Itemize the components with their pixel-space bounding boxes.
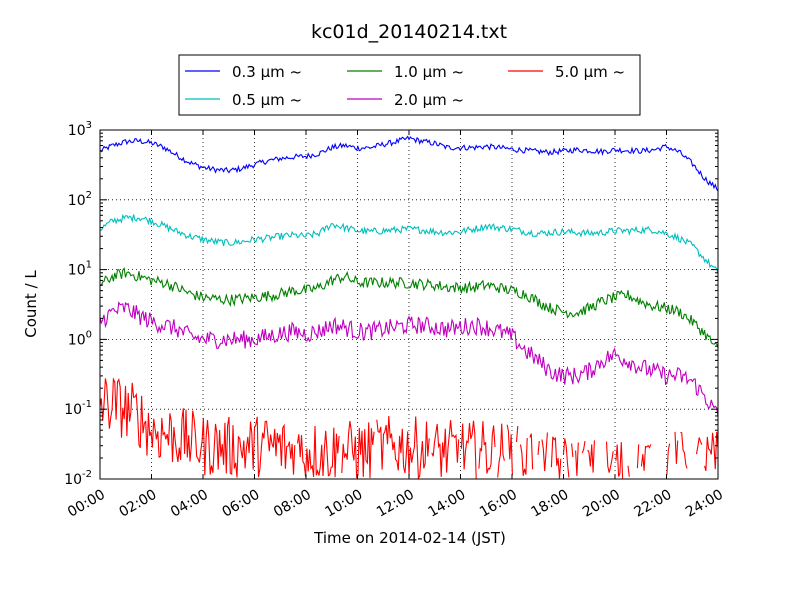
legend-label: 5.0 μm ~ [555, 63, 625, 81]
series-line-5 [704, 431, 719, 471]
series-line-5 [674, 431, 679, 464]
series-line-1 [99, 135, 719, 192]
y-tick-label: 100 [68, 329, 92, 348]
series-line-5 [296, 425, 340, 478]
series-line-3 [100, 266, 719, 349]
x-tick-label: 18:00 [529, 487, 572, 521]
series-line-4 [99, 301, 719, 417]
series-line-5 [636, 444, 640, 469]
series-line-5 [478, 421, 496, 474]
series-line-5 [341, 420, 375, 479]
x-tick-label: 12:00 [374, 487, 417, 521]
series-line-5 [640, 444, 652, 471]
series-line-5 [376, 415, 430, 481]
legend-label: 0.5 μm ~ [232, 91, 302, 109]
x-axis-label: Time on 2014-02-14 (JST) [313, 529, 506, 547]
series-line-5 [605, 441, 614, 473]
y-tick-label: 101 [68, 260, 92, 279]
series-line-5 [431, 420, 460, 477]
plot-area [99, 135, 719, 481]
x-tick-label: 04:00 [168, 487, 211, 521]
series-line-5 [529, 433, 534, 470]
series-line-5 [666, 443, 671, 475]
chart-title: kc01d_20140214.txt [311, 21, 507, 43]
x-tick-label: 02:00 [117, 487, 160, 521]
series-line-5 [587, 440, 595, 473]
legend-label: 2.0 μm ~ [394, 91, 464, 109]
x-tick-label: 24:00 [683, 487, 726, 521]
legend: 0.3 μm ~ 0.5 μm ~ 1.0 μm ~ 2.0 μm ~ 5.0 μm ~ [178, 54, 641, 116]
y-tick-label: 103 [68, 120, 92, 139]
series-line-5 [537, 441, 540, 455]
series-line-5 [575, 442, 579, 476]
x-tick-label: 10:00 [323, 487, 366, 521]
series-line-5 [571, 443, 574, 458]
series-line-5 [497, 423, 505, 478]
series-line-5 [615, 442, 624, 479]
y-tick-labels: 10-2 10-1 100 101 102 103 [64, 120, 92, 488]
x-tick-label: 14:00 [426, 487, 469, 521]
y-tick-label: 10-1 [64, 399, 92, 418]
x-tick-label: 08:00 [271, 487, 314, 521]
y-tick-label: 10-2 [64, 469, 92, 488]
series-line-2 [99, 213, 719, 275]
series-line-5 [627, 465, 630, 477]
series-line-5 [550, 436, 562, 479]
series-line-5 [562, 438, 570, 478]
ticks [99, 129, 719, 480]
x-tick-label: 00:00 [65, 487, 108, 521]
series-line-5 [541, 432, 548, 472]
series-line-5 [680, 431, 688, 469]
series-line-5 [506, 424, 513, 476]
y-axis-label: Count / L [22, 270, 40, 338]
legend-box [178, 54, 641, 116]
series-line-5 [695, 437, 703, 455]
series-line-5 [519, 437, 528, 476]
x-tick-labels: 00:00 02:00 04:00 06:00 08:00 10:00 12:00 14:00… [65, 487, 726, 521]
series-line-5 [581, 440, 586, 454]
legend-label: 1.0 μm ~ [394, 63, 464, 81]
series-line-5 [515, 425, 519, 442]
legend-label: 0.3 μm ~ [232, 63, 302, 81]
x-tick-label: 22:00 [632, 487, 675, 521]
series-line-5 [460, 420, 477, 480]
x-tick-label: 06:00 [220, 487, 263, 521]
series-line-5 [99, 377, 296, 478]
grid [100, 130, 718, 479]
y-tick-label: 102 [68, 190, 92, 209]
x-tick-label: 16:00 [477, 487, 520, 521]
x-tick-label: 20:00 [580, 487, 623, 521]
